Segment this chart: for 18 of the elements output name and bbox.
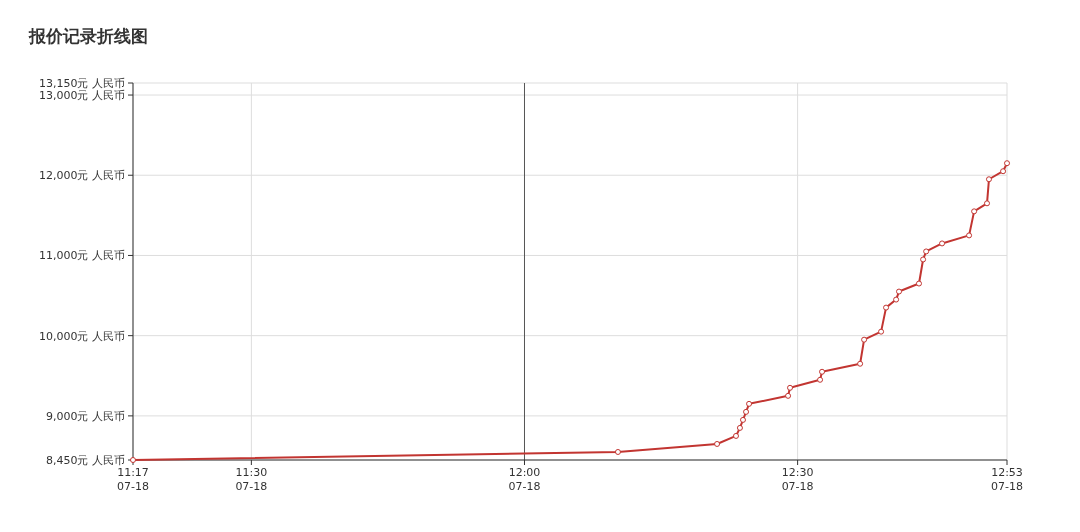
- text: 07-18: [235, 480, 268, 493]
- text: 07-18: [781, 480, 814, 493]
- y-tick-label: 10,000元 人民币: [39, 329, 125, 343]
- y-tick-label: 13,150元 人民币: [39, 76, 125, 90]
- chart-title: 报价记录折线图: [28, 26, 148, 46]
- x-tick-label: 12:30: [781, 466, 814, 479]
- x-tick-label: 11:30: [235, 466, 268, 479]
- x-tick-label: 12:53: [991, 466, 1023, 479]
- y-tick-label: 8,450元 人民币: [46, 453, 125, 467]
- y-tick-label: 13,000元 人民币: [39, 88, 125, 102]
- y-tick-label: 11,000元 人民币: [39, 249, 125, 263]
- y-tick-label: 12,000元 人民币: [39, 169, 125, 183]
- text: 07-18: [117, 480, 149, 493]
- text: 07-18: [991, 480, 1023, 493]
- text: 07-18: [508, 480, 541, 493]
- y-tick-label: 9,000元 人民币: [46, 409, 125, 423]
- x-tick-label: 12:00: [508, 466, 541, 479]
- x-tick-label: 11:17: [117, 466, 149, 479]
